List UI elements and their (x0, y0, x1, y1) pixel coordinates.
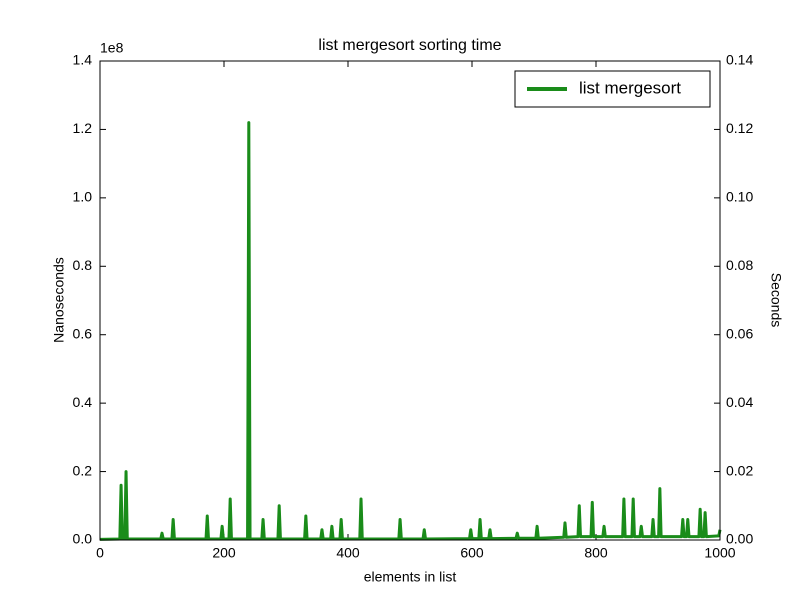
x-tick-label: 800 (584, 545, 608, 561)
legend-label: list mergesort (579, 78, 681, 97)
y-axis-label: Nanoseconds (51, 257, 67, 343)
y-tick-label: 1.0 (73, 189, 93, 205)
y2-tick-label: 0.10 (726, 189, 753, 205)
x-tick-label: 200 (212, 545, 236, 561)
x-tick-label: 0 (96, 545, 104, 561)
chart-title: list mergesort sorting time (318, 37, 501, 54)
y-tick-label: 1.2 (73, 120, 93, 136)
plot-frame (99, 60, 721, 541)
y2-tick-label: 0.08 (726, 257, 753, 273)
y-tick-label: 0.6 (73, 325, 93, 341)
y2-axis-label: Seconds (768, 273, 784, 327)
y2-tick-label: 0.14 (726, 52, 753, 68)
x-tick-label: 600 (460, 545, 484, 561)
y-tick-label: 0.0 (73, 531, 93, 547)
y2-tick-label: 0.02 (726, 462, 753, 478)
y-tick-label: 0.8 (73, 257, 93, 273)
y-tick-label: 0.2 (73, 462, 93, 478)
y2-tick-label: 0.00 (726, 531, 753, 547)
y2-tick-label: 0.04 (726, 394, 753, 410)
y2-tick-label: 0.06 (726, 325, 753, 341)
x-tick-label: 400 (336, 545, 360, 561)
x-axis-label: elements in list (364, 569, 457, 585)
y2-tick-label: 0.12 (726, 120, 753, 136)
x-tick-label: 1000 (704, 545, 735, 561)
y-offset-label: 1e8 (100, 40, 124, 56)
y-tick-label: 0.4 (73, 394, 93, 410)
data-line (99, 121, 722, 541)
y-tick-label: 1.4 (73, 52, 93, 68)
